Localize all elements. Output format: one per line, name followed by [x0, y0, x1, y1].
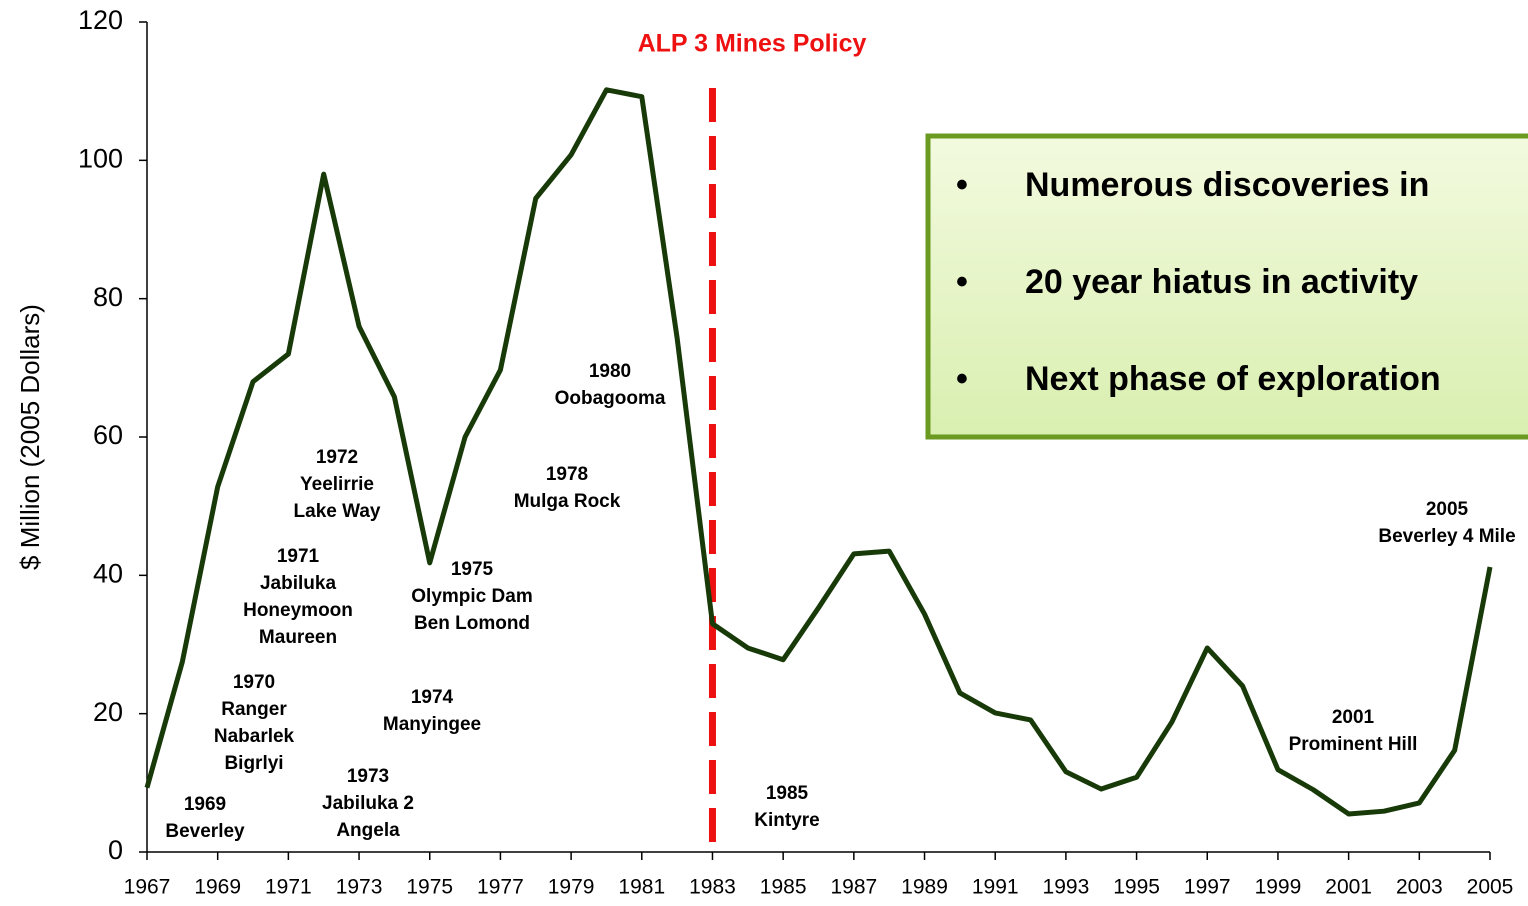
- annotation-line: 1975: [451, 559, 494, 580]
- callout-text: Numerous discoveries in: [1025, 166, 1429, 204]
- y-tick-label: 100: [78, 143, 123, 173]
- x-tick-label: 2005: [1467, 876, 1514, 899]
- x-tick-label: 1981: [618, 876, 665, 899]
- annotation-line: Nabarlek: [214, 726, 295, 747]
- y-tick-label: 120: [78, 5, 123, 35]
- reference-label: ALP 3 Mines Policy: [638, 30, 867, 58]
- x-tick-label: 1971: [265, 876, 312, 899]
- callout-bullet: •: [956, 166, 968, 204]
- x-tick-label: 1987: [830, 876, 877, 899]
- annotation-line: Jabiluka 2: [322, 793, 414, 814]
- x-tick-label: 1973: [336, 876, 383, 899]
- annotation-line: Ranger: [221, 699, 287, 720]
- annotation-line: 1974: [411, 687, 454, 708]
- annotation: 1973 Jabiluka 2 Angela: [322, 766, 414, 841]
- x-tick-label: 1975: [406, 876, 453, 899]
- annotation: 1971 Jabiluka Honeymoon Maureen: [243, 546, 353, 648]
- y-tick-label: 0: [108, 835, 123, 865]
- annotation: 1970 Ranger Nabarlek Bigrlyi: [214, 672, 295, 774]
- annotation: 2001 Prominent Hill: [1289, 707, 1418, 755]
- annotation: 1985 Kintyre: [754, 783, 819, 831]
- annotation-line: Oobagooma: [555, 388, 666, 409]
- annotation-line: 1971: [277, 546, 320, 567]
- annotation-line: Honeymoon: [243, 600, 353, 621]
- y-tick-label: 20: [93, 697, 123, 727]
- annotation: 1980 Oobagooma: [555, 361, 666, 409]
- x-tick-label: 1979: [548, 876, 595, 899]
- x-tick-label: 1989: [901, 876, 948, 899]
- annotation-line: 1970: [233, 672, 275, 693]
- y-tick-label: 60: [93, 420, 123, 450]
- annotation-line: Manyingee: [383, 714, 481, 735]
- callout-bullet: •: [956, 263, 968, 301]
- annotation-line: 1978: [546, 464, 588, 485]
- y-axis-label: $ Million (2005 Dollars): [15, 304, 45, 570]
- annotation-line: 2005: [1426, 499, 1469, 520]
- y-tick-label: 80: [93, 282, 123, 312]
- annotation-line: Lake Way: [294, 501, 381, 522]
- annotation-line: 1973: [347, 766, 389, 787]
- annotation-line: Olympic Dam: [411, 586, 532, 607]
- annotation-line: Bigrlyi: [224, 753, 283, 774]
- x-tick-label: 1967: [124, 876, 171, 899]
- annotation-line: Yeelirrie: [300, 474, 374, 495]
- x-tick-label: 1983: [689, 876, 736, 899]
- x-tick-label: 1993: [1043, 876, 1090, 899]
- callout-text: 20 year hiatus in activity: [1025, 263, 1418, 301]
- annotation-line: Beverley 4 Mile: [1378, 526, 1515, 547]
- annotation-line: Angela: [336, 820, 400, 841]
- annotation-line: Ben Lomond: [414, 613, 530, 634]
- annotation: 1972 Yeelirrie Lake Way: [294, 447, 381, 522]
- annotation-line: 2001: [1332, 707, 1375, 728]
- x-tick-label: 1995: [1113, 876, 1160, 899]
- x-tick-label: 1997: [1184, 876, 1231, 899]
- chart: $ Million (2005 Dollars) 0 20 40 60 80 100 120…: [0, 0, 1528, 901]
- x-tick-label: 2001: [1325, 876, 1372, 899]
- annotation-line: Maureen: [259, 627, 337, 648]
- annotation: 1978 Mulga Rock: [514, 464, 621, 512]
- annotation-line: Prominent Hill: [1289, 734, 1418, 755]
- annotation-line: 1969: [184, 794, 226, 815]
- annotation-line: Beverley: [165, 821, 245, 842]
- callout-text: Next phase of exploration: [1025, 360, 1441, 398]
- callout-bullet: •: [956, 360, 968, 398]
- annotation-line: 1985: [766, 783, 809, 804]
- annotation: 1969 Beverley: [165, 794, 245, 842]
- annotation-line: Jabiluka: [260, 573, 336, 594]
- annotation: 1975 Olympic Dam Ben Lomond: [411, 559, 532, 634]
- page: {"chart_data": { "type": "line", "y_labe…: [0, 0, 1528, 901]
- annotation-line: Kintyre: [754, 810, 819, 831]
- callout-box: • Numerous discoveries in • 20 year hiatus …: [928, 136, 1528, 437]
- x-tick-label: 1999: [1255, 876, 1302, 899]
- annotation-line: Mulga Rock: [514, 491, 621, 512]
- annotation: 2005 Beverley 4 Mile: [1378, 499, 1515, 547]
- y-tick-label: 40: [93, 558, 123, 588]
- annotation-line: 1972: [316, 447, 358, 468]
- x-tick-label: 1969: [194, 876, 241, 899]
- annotation-line: 1980: [589, 361, 631, 382]
- x-tick-label: 1991: [972, 876, 1019, 899]
- annotation: 1974 Manyingee: [383, 687, 481, 735]
- x-tick-label: 1977: [477, 876, 524, 899]
- x-tick-label: 2003: [1396, 876, 1443, 899]
- x-tick-label: 1985: [760, 876, 807, 899]
